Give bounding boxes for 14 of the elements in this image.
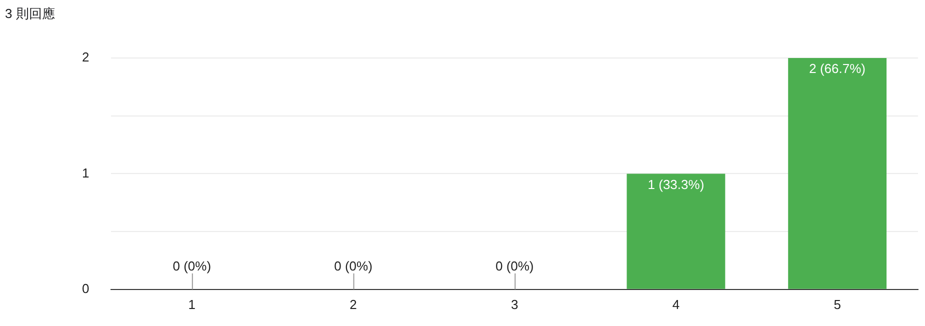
y-tick-label: 2: [82, 50, 90, 65]
data-label: 0 (0%): [495, 258, 534, 274]
x-tick-label: 3: [511, 296, 518, 312]
x-tick-label: 1: [188, 296, 196, 312]
data-label: 1 (33.3%): [648, 176, 704, 192]
data-label: 0 (0%): [334, 258, 372, 274]
data-label: 2 (66.7%): [809, 61, 866, 76]
data-label: 0 (0%): [172, 258, 212, 274]
y-tick-label: 1: [82, 165, 90, 180]
chart-title: 3 則回應: [5, 5, 55, 23]
x-tick-label: 2: [350, 296, 357, 312]
y-tick-label: 0: [82, 280, 90, 296]
x-tick-label: 4: [672, 296, 680, 312]
x-tick-label: 5: [834, 296, 841, 312]
